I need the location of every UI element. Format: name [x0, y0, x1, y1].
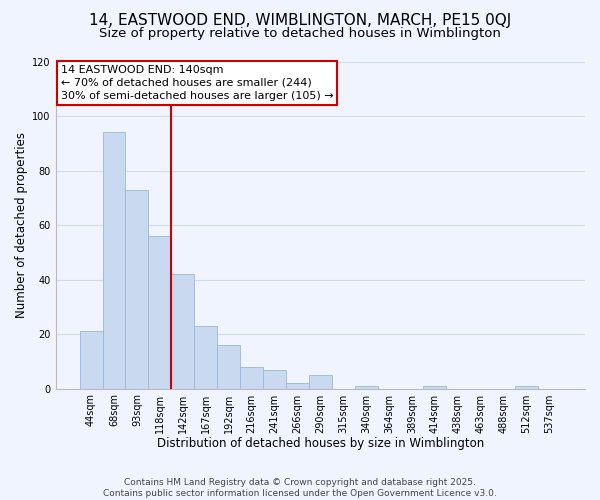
Bar [103, 132, 125, 388]
Bar [194, 326, 217, 388]
Bar [217, 345, 240, 389]
Bar [424, 386, 446, 388]
X-axis label: Distribution of detached houses by size in Wimblington: Distribution of detached houses by size … [157, 437, 484, 450]
Text: Contains HM Land Registry data © Crown copyright and database right 2025.
Contai: Contains HM Land Registry data © Crown c… [103, 478, 497, 498]
Text: Size of property relative to detached houses in Wimblington: Size of property relative to detached ho… [99, 28, 501, 40]
Bar [355, 386, 377, 388]
Bar [148, 236, 171, 388]
Bar [286, 383, 309, 388]
Y-axis label: Number of detached properties: Number of detached properties [15, 132, 28, 318]
Text: 14 EASTWOOD END: 140sqm
← 70% of detached houses are smaller (244)
30% of semi-d: 14 EASTWOOD END: 140sqm ← 70% of detache… [61, 65, 334, 101]
Bar [309, 375, 332, 388]
Bar [171, 274, 194, 388]
Bar [515, 386, 538, 388]
Bar [240, 367, 263, 388]
Bar [263, 370, 286, 388]
Text: 14, EASTWOOD END, WIMBLINGTON, MARCH, PE15 0QJ: 14, EASTWOOD END, WIMBLINGTON, MARCH, PE… [89, 12, 511, 28]
Bar [125, 190, 148, 388]
Bar [80, 332, 103, 388]
